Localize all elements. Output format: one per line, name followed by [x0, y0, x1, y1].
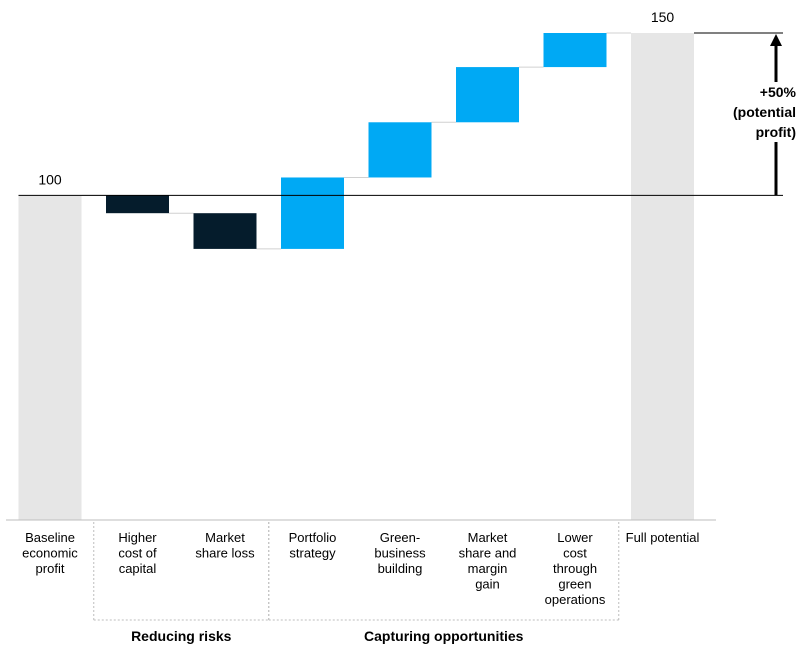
category-label-line: building [378, 561, 423, 576]
category-label-line: economic [22, 546, 78, 561]
total-bar [631, 33, 694, 520]
category-label-line: cost of [118, 546, 157, 561]
group-label: Reducing risks [131, 628, 232, 644]
category-label-line: share loss [195, 546, 255, 561]
connectors-layer [81, 32, 631, 250]
category-label-line: Portfolio [289, 530, 337, 545]
potential-profit-annotation: +50% (potential profit) [730, 34, 800, 196]
category-label-line: strategy [289, 546, 336, 561]
category-label-line: Market [205, 530, 245, 545]
category-label-line: Baseline [25, 530, 75, 545]
category-label: Higher cost of capital [118, 530, 157, 576]
category-label-line: margin [468, 561, 508, 576]
annotation-backing [730, 82, 800, 142]
category-label: Lower cost through green operations [545, 530, 606, 607]
increase-bar [543, 33, 607, 68]
category-label-line: Market [468, 530, 508, 545]
category-label-line: share and [459, 546, 517, 561]
decrease-bar [106, 195, 169, 214]
decrease-bar [193, 213, 257, 249]
category-label-line: Green- [380, 530, 420, 545]
category-label: Portfolio strategy [289, 530, 337, 561]
category-label: Market share and margin gain [459, 530, 517, 592]
full-potential-value-label: 150 [651, 9, 675, 25]
category-label: Green-business building [374, 530, 426, 576]
increase-bar [368, 122, 432, 178]
category-label-line: through [553, 561, 597, 576]
bars-layer [18, 33, 694, 521]
category-label-line: Higher [118, 530, 157, 545]
category-label-line: capital [119, 561, 157, 576]
category-label-line: gain [475, 577, 500, 592]
increase-bar [456, 67, 519, 123]
value-labels: 100 150 [38, 9, 674, 187]
increase-bar [281, 177, 344, 249]
category-label-line: profit [36, 561, 65, 576]
category-label: Market share loss [195, 530, 255, 561]
group-label: Capturing opportunities [364, 628, 524, 644]
category-label: Baseline economic profit [22, 530, 78, 576]
category-label-line: Lower [557, 530, 593, 545]
category-label: Full potential [626, 530, 700, 545]
group-brackets: Reducing risks Capturing opportunities [93, 522, 620, 644]
annotation-line: (potential [733, 104, 796, 120]
annotation-line: +50% [760, 84, 797, 100]
baseline-value-label: 100 [38, 171, 62, 187]
annotation-line: profit) [756, 124, 796, 140]
category-label-line: business [374, 546, 426, 561]
category-label-line: cost [563, 546, 587, 561]
category-label-line: Full potential [626, 530, 700, 545]
arrow-up-icon [770, 34, 782, 46]
category-labels: Baseline economic profit Higher cost of capit… [22, 530, 699, 607]
category-label-line: operations [545, 592, 606, 607]
total-bar [18, 195, 82, 521]
category-label-line: green [558, 577, 591, 592]
